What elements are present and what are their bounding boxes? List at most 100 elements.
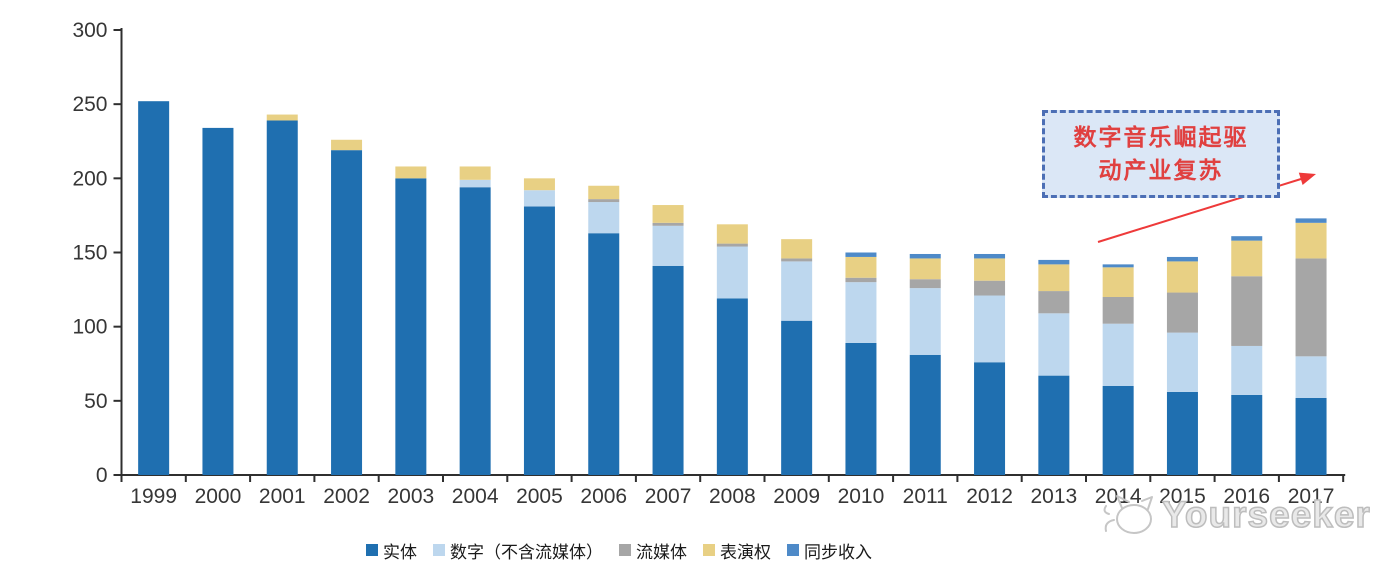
bar-segment-2003 <box>395 166 427 179</box>
bar-segment-2013 <box>1038 291 1070 314</box>
bar-segment-2007 <box>652 205 684 223</box>
bar-segment-2010 <box>845 252 877 257</box>
legend-label: 同步收入 <box>804 542 872 562</box>
legend: 实体 数字（不含流媒体） 流媒体 表演权 同步收入 <box>366 538 872 563</box>
x-tick-label: 1999 <box>130 485 177 508</box>
bar-segment-2012 <box>974 253 1006 259</box>
bar-segment-2012 <box>974 295 1006 363</box>
x-tick-label: 2011 <box>903 485 948 508</box>
bar-segment-2011 <box>909 253 941 259</box>
bar-segment-1999 <box>138 101 170 475</box>
y-tick-label: 200 <box>72 167 107 190</box>
legend-item: 流媒体 <box>619 538 687 563</box>
bar-segment-2002 <box>331 150 363 475</box>
bar-segment-2015 <box>1166 332 1198 392</box>
bar-segment-2016 <box>1231 394 1263 475</box>
bar-segment-2003 <box>395 178 427 476</box>
annotation-text-line2: 动产业复苏 <box>1098 157 1224 183</box>
x-tick-label: 2008 <box>709 485 756 508</box>
x-tick-label: 2003 <box>387 485 434 508</box>
bar-segment-2007 <box>652 225 684 266</box>
bar-segment-2006 <box>588 233 620 475</box>
legend-item: 实体 <box>366 538 417 563</box>
bar-segment-2008 <box>716 246 748 299</box>
x-tick-label: 2004 <box>452 485 499 508</box>
x-tick-label: 2007 <box>645 485 692 508</box>
bar-segment-2017 <box>1295 397 1327 475</box>
bar-segment-2011 <box>909 354 941 475</box>
y-tick-label: 250 <box>72 93 107 116</box>
bar-segment-2017 <box>1295 222 1327 259</box>
bar-segment-2013 <box>1038 264 1070 292</box>
bar-segment-2000 <box>202 127 234 476</box>
bar-segment-2008 <box>716 298 748 475</box>
bar-segment-2001 <box>266 120 298 475</box>
y-tick-label: 0 <box>96 464 108 487</box>
bar-segment-2015 <box>1166 292 1198 333</box>
legend-label: 表演权 <box>720 542 771 562</box>
legend-item: 表演权 <box>703 538 771 563</box>
bar-segment-2008 <box>716 243 748 247</box>
bar-segment-2011 <box>909 279 941 289</box>
x-tick-label: 2000 <box>195 485 242 508</box>
x-tick-label: 2013 <box>1030 485 1077 508</box>
annotation-callout: 数字音乐崛起驱 动产业复苏 <box>1042 110 1280 198</box>
x-tick-label: 2012 <box>966 485 1013 508</box>
bar-segment-2017 <box>1295 218 1327 223</box>
bar-segment-2002 <box>331 139 363 151</box>
bar-segment-2012 <box>974 280 1006 296</box>
x-tick-label: 2017 <box>1288 485 1335 508</box>
legend-item: 同步收入 <box>787 538 872 563</box>
bar-segment-2015 <box>1166 256 1198 262</box>
y-tick-label: 50 <box>84 390 107 413</box>
bar-segment-2016 <box>1231 345 1263 395</box>
bar-segment-2017 <box>1295 258 1327 357</box>
legend-swatch-icon <box>787 544 799 556</box>
x-tick-label: 2001 <box>259 485 306 508</box>
bar-segment-2009 <box>781 261 813 321</box>
legend-label: 实体 <box>383 542 417 562</box>
bar-segment-2011 <box>909 288 941 355</box>
bar-segment-2009 <box>781 320 813 475</box>
bar-segment-2006 <box>588 202 620 234</box>
legend-swatch-icon <box>433 544 445 556</box>
x-tick-label: 2016 <box>1223 485 1270 508</box>
bar-segment-2014 <box>1102 267 1134 297</box>
bar-segment-2013 <box>1038 375 1070 475</box>
bar-segment-2012 <box>974 362 1006 475</box>
x-tick-label: 2009 <box>773 485 820 508</box>
bar-segment-2007 <box>652 265 684 475</box>
bar-segment-2014 <box>1102 386 1134 475</box>
bar-segment-2004 <box>459 179 491 188</box>
x-tick-label: 2006 <box>580 485 627 508</box>
bar-segment-2011 <box>909 258 941 280</box>
bar-segment-2006 <box>588 199 620 203</box>
bar-segment-2014 <box>1102 297 1134 324</box>
bar-segment-2009 <box>781 258 813 262</box>
bar-segment-2001 <box>266 114 298 121</box>
bar-segment-2008 <box>716 224 748 244</box>
y-tick-label: 300 <box>72 19 107 42</box>
watermark: Yourseeker <box>1100 492 1371 538</box>
cat-logo-icon <box>1103 495 1153 534</box>
y-tick-label: 150 <box>72 242 107 265</box>
bar-segment-2010 <box>845 282 877 343</box>
bar-segment-2016 <box>1231 276 1263 346</box>
watermark-text: Yourseeker <box>1161 493 1371 536</box>
x-tick-label: 2010 <box>838 485 885 508</box>
x-tick-label: 2002 <box>323 485 370 508</box>
bar-segment-2013 <box>1038 259 1070 265</box>
bar-segment-2009 <box>781 239 813 259</box>
bar-segment-2015 <box>1166 391 1198 475</box>
bar-segment-2005 <box>523 206 555 475</box>
legend-swatch-icon <box>619 544 631 556</box>
bar-segment-2010 <box>845 256 877 278</box>
annotation-text-line1: 数字音乐崛起驱 <box>1073 124 1249 150</box>
x-tick-label: 2015 <box>1159 485 1206 508</box>
legend-label: 流媒体 <box>636 542 687 562</box>
y-tick-label: 100 <box>72 316 107 339</box>
bar-segment-2010 <box>845 277 877 283</box>
bar-segment-2014 <box>1102 264 1134 268</box>
